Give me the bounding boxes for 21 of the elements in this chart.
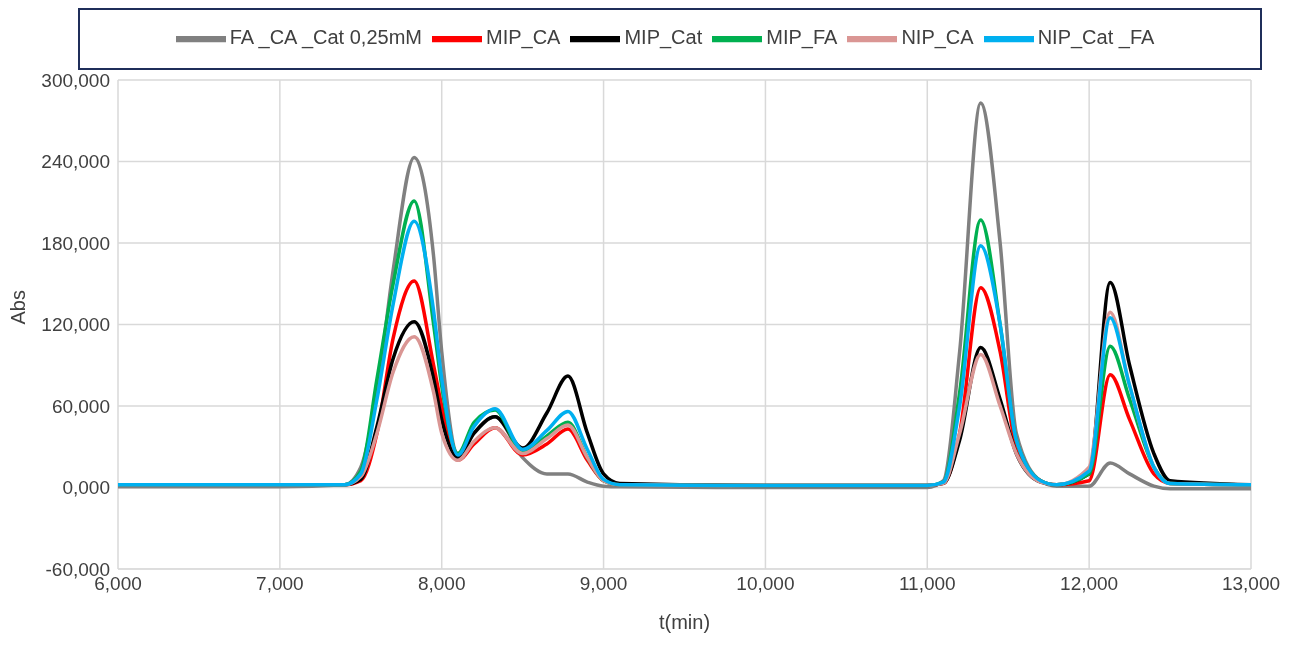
x-tick-label: 11,000 [898, 573, 956, 595]
y-axis-title: Abs [7, 290, 30, 325]
legend-label: NIP_Cat _FA [1037, 26, 1155, 49]
x-tick-label: 12,000 [1060, 573, 1119, 595]
legend-label: MIP_CA [485, 26, 561, 49]
x-tick-label: 10,000 [736, 573, 795, 595]
y-tick-label: 180,000 [41, 232, 110, 254]
x-tick-label: 9,000 [579, 573, 628, 595]
legend-label: FA _CA _Cat 0,25mM [229, 26, 422, 49]
legend-label: MIP_FA [766, 26, 838, 49]
x-tick-label: 13,000 [1221, 573, 1281, 595]
legend-label: MIP_Cat [624, 26, 703, 49]
x-axis-title: t(min) [658, 611, 711, 633]
y-tick-label: 60,000 [51, 395, 110, 417]
y-tick-label: 0,000 [62, 477, 110, 499]
y-tick-label: 120,000 [41, 314, 110, 336]
x-tick-label: 8,000 [417, 573, 466, 595]
x-tick-label: 7,000 [256, 573, 304, 595]
y-tick-label: 300,000 [41, 69, 110, 91]
y-tick-label: 240,000 [41, 151, 110, 173]
legend-label: NIP_CA [901, 26, 974, 49]
